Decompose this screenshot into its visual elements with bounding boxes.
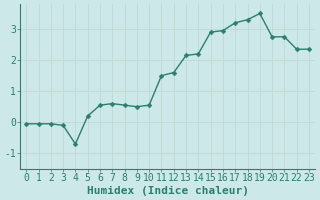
X-axis label: Humidex (Indice chaleur): Humidex (Indice chaleur) bbox=[87, 186, 249, 196]
